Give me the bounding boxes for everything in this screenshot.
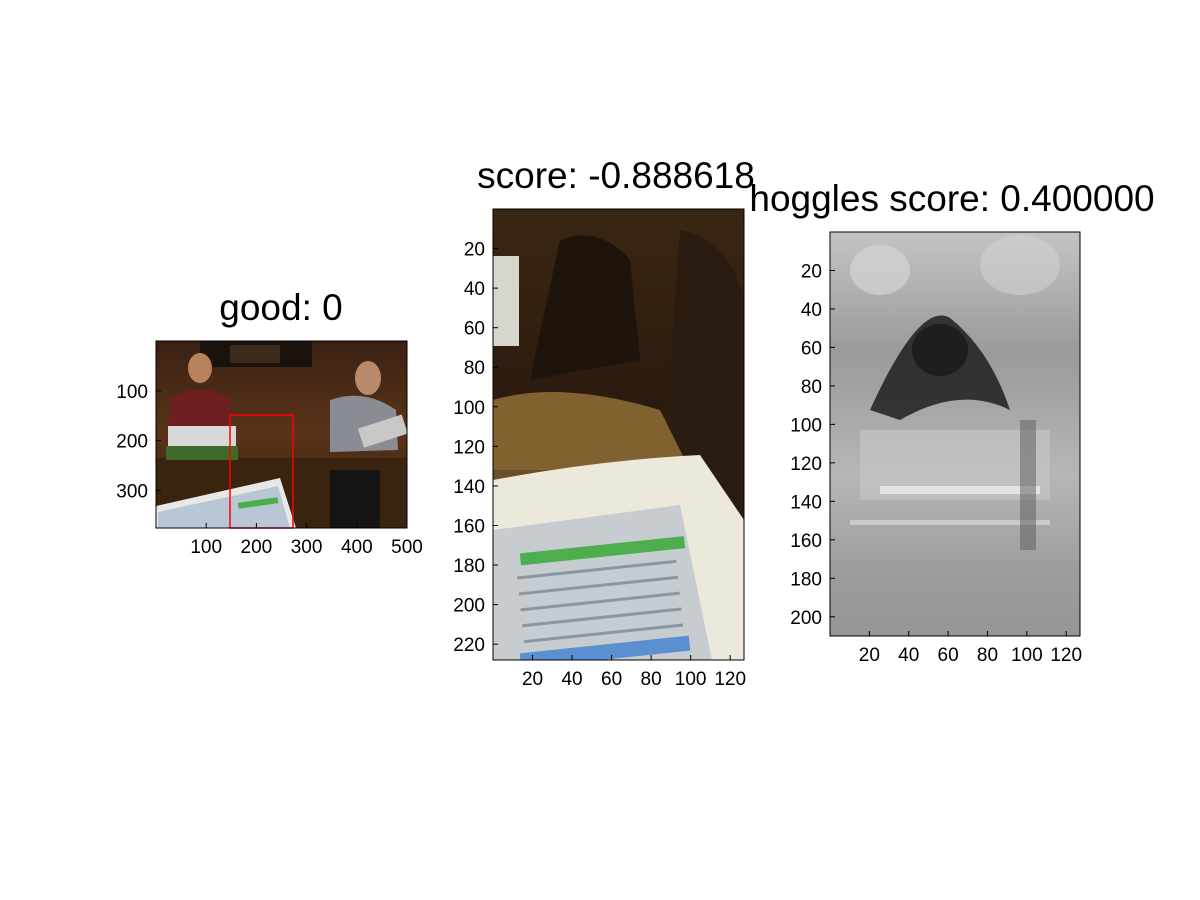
x-tick-label: 100 bbox=[1011, 645, 1043, 666]
y-tick-label: 60 bbox=[464, 319, 485, 340]
y-tick-label: 200 bbox=[790, 608, 822, 629]
y-tick-label: 40 bbox=[801, 300, 822, 321]
y-tick-label: 60 bbox=[801, 338, 822, 359]
hog-visualization-icon bbox=[830, 232, 1080, 636]
x-tick-label: 40 bbox=[561, 669, 582, 690]
y-tick-label: 80 bbox=[464, 358, 485, 379]
axes-frame bbox=[492, 208, 745, 661]
y-tick-label: 220 bbox=[453, 635, 485, 656]
axis-ticks: 20 40 60 80 100 120 20 40 60 80 100 120 140 160 180 200… bbox=[453, 240, 746, 690]
x-tick-label: 20 bbox=[522, 669, 543, 690]
panel-score: score: -0.888618 20 40 60 80 100 120 20 40 60 80 1… bbox=[453, 155, 755, 690]
y-tick-label: 20 bbox=[801, 261, 822, 282]
photo-people-with-laptops-icon bbox=[156, 341, 407, 528]
y-tick-label: 200 bbox=[453, 596, 485, 617]
x-tick-label: 500 bbox=[391, 537, 423, 558]
y-tick-label: 100 bbox=[116, 382, 148, 403]
x-tick-label: 120 bbox=[1050, 645, 1082, 666]
y-tick-label: 40 bbox=[464, 279, 485, 300]
x-tick-label: 200 bbox=[241, 537, 273, 558]
x-tick-label: 40 bbox=[898, 645, 919, 666]
panel-good: good: 0 100 200 300 400 500 100 200 300 bbox=[116, 287, 423, 558]
x-tick-label: 120 bbox=[714, 669, 746, 690]
panel-title: score: -0.888618 bbox=[477, 155, 755, 196]
y-tick-label: 80 bbox=[801, 377, 822, 398]
x-tick-label: 20 bbox=[859, 645, 880, 666]
axes-frame bbox=[829, 231, 1081, 637]
y-tick-label: 100 bbox=[453, 398, 485, 419]
panel-hoggles: hoggles score: 0.400000 20 40 60 80 100 12020… bbox=[749, 178, 1154, 666]
x-tick-label: 60 bbox=[938, 645, 959, 666]
x-tick-label: 300 bbox=[291, 537, 323, 558]
y-tick-label: 200 bbox=[116, 432, 148, 453]
y-tick-label: 20 bbox=[464, 240, 485, 261]
y-tick-label: 120 bbox=[453, 437, 485, 458]
y-tick-label: 100 bbox=[790, 415, 822, 436]
axes-frame bbox=[155, 340, 408, 529]
x-tick-label: 400 bbox=[341, 537, 373, 558]
x-tick-label: 80 bbox=[977, 645, 998, 666]
x-tick-label: 100 bbox=[190, 537, 222, 558]
panel-title: hoggles score: 0.400000 bbox=[749, 178, 1154, 219]
y-tick-label: 300 bbox=[116, 482, 148, 503]
x-tick-label: 100 bbox=[675, 669, 707, 690]
x-tick-label: 80 bbox=[641, 669, 662, 690]
x-tick-label: 60 bbox=[601, 669, 622, 690]
y-tick-label: 140 bbox=[453, 477, 485, 498]
cropped-laptop-photo-icon bbox=[493, 209, 744, 660]
axis-ticks: 100 200 300 400 500 100 200 300 bbox=[116, 382, 423, 558]
y-tick-label: 180 bbox=[790, 569, 822, 590]
panel-title: good: 0 bbox=[219, 287, 342, 328]
y-tick-label: 180 bbox=[453, 556, 485, 577]
y-tick-label: 160 bbox=[453, 516, 485, 537]
y-tick-label: 160 bbox=[790, 531, 822, 552]
y-tick-label: 120 bbox=[790, 454, 822, 475]
y-tick-label: 140 bbox=[790, 492, 822, 513]
axis-ticks: 20 40 60 80 100 120 20 40 60 80 100 120 140 160 180 200 bbox=[790, 261, 1082, 666]
